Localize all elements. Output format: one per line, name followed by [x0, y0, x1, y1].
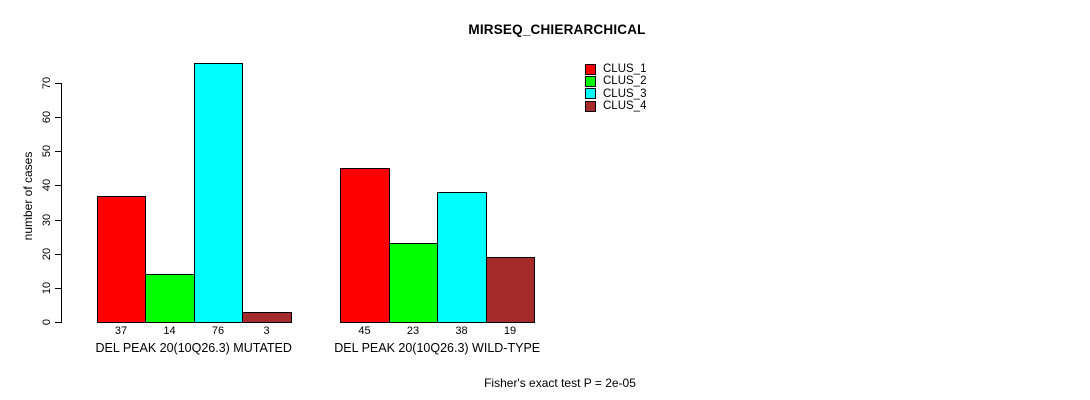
- bar-value-label: 19: [503, 325, 517, 337]
- y-tick: [55, 83, 61, 84]
- y-tick-label: 40: [41, 178, 53, 192]
- y-tick: [55, 254, 61, 255]
- y-tick-label: 0: [41, 318, 53, 326]
- y-tick: [55, 322, 61, 323]
- y-tick-label: 10: [41, 281, 53, 295]
- legend-label: CLUS_4: [603, 100, 647, 113]
- legend-row: CLUS_1: [585, 63, 646, 75]
- legend-row: CLUS_2: [585, 75, 646, 87]
- group-label: DEL PEAK 20(10Q26.3) WILD-TYPE: [334, 341, 541, 355]
- y-axis-line: [61, 83, 62, 323]
- bar-clus_4-group1: [242, 312, 292, 323]
- bar-value-label: 76: [211, 325, 225, 337]
- bar-value-label: 45: [358, 325, 371, 337]
- legend-swatch-clus_1: [585, 63, 596, 75]
- chart-title: MIRSEQ_CHIERARCHICAL: [468, 22, 646, 37]
- y-tick-label: 50: [41, 144, 53, 158]
- bar-clus_1-group2: [340, 168, 390, 323]
- bar-value-label: 23: [406, 325, 420, 337]
- legend-label: CLUS_2: [603, 75, 647, 88]
- bar-clus_3-group2: [437, 192, 487, 323]
- y-tick: [55, 185, 61, 186]
- legend-swatch-clus_3: [585, 88, 596, 100]
- y-tick-label: 60: [41, 110, 53, 124]
- y-tick-label: 20: [41, 247, 53, 261]
- legend-swatch-clus_4: [585, 100, 596, 112]
- bar-clus_2-group1: [145, 274, 195, 323]
- bar-clus_1-group1: [97, 196, 146, 323]
- y-tick: [55, 220, 61, 221]
- bar-value-label: 37: [114, 325, 128, 337]
- bar-value-label: 38: [455, 325, 468, 337]
- legend-label: CLUS_3: [603, 87, 647, 100]
- legend-swatch-clus_2: [585, 75, 596, 87]
- y-tick-label: 30: [41, 213, 53, 227]
- bar-value-label: 3: [263, 325, 270, 337]
- legend-row: CLUS_3: [585, 88, 646, 100]
- y-tick: [55, 151, 61, 152]
- group-label: DEL PEAK 20(10Q26.3) MUTATED: [95, 341, 292, 355]
- y-tick: [55, 288, 61, 289]
- bar-clus_4-group2: [486, 257, 535, 323]
- y-tick-label: 70: [41, 76, 53, 90]
- bar-clus_3-group1: [194, 63, 243, 323]
- bar-clus_2-group2: [389, 243, 438, 323]
- stat-test-note: Fisher's exact test P = 2e-05: [484, 376, 636, 390]
- legend-row: CLUS_4: [585, 100, 646, 112]
- bar-value-label: 14: [163, 325, 176, 337]
- y-tick: [55, 117, 61, 118]
- legend-label: CLUS_1: [603, 63, 647, 75]
